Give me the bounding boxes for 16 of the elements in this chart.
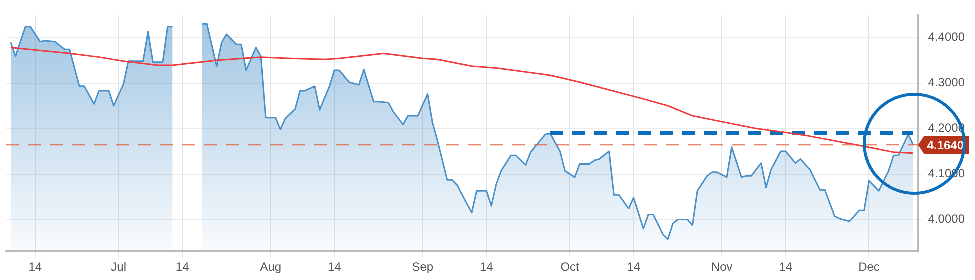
x-tick-label: Oct	[560, 260, 580, 274]
x-tick-label: 14	[627, 260, 641, 274]
y-tick-label: 4.4000	[928, 30, 966, 44]
x-tick-label: 14	[480, 260, 494, 274]
ref-line-label: 4.1640	[927, 138, 964, 152]
x-tick-label: 14	[28, 260, 42, 274]
x-tick-label: Sep	[412, 260, 434, 274]
y-tick-label: 4.0000	[928, 212, 966, 226]
x-tick-label: Nov	[711, 260, 733, 274]
x-tick-label: 14	[328, 260, 342, 274]
x-tick-label: Jul	[111, 260, 126, 274]
y-tick-label: 4.3000	[928, 76, 966, 90]
x-tick-label: Aug	[260, 260, 282, 274]
x-tick-label: Dec	[858, 260, 880, 274]
x-tick-label: 14	[176, 260, 190, 274]
x-tick-label: 14	[779, 260, 793, 274]
